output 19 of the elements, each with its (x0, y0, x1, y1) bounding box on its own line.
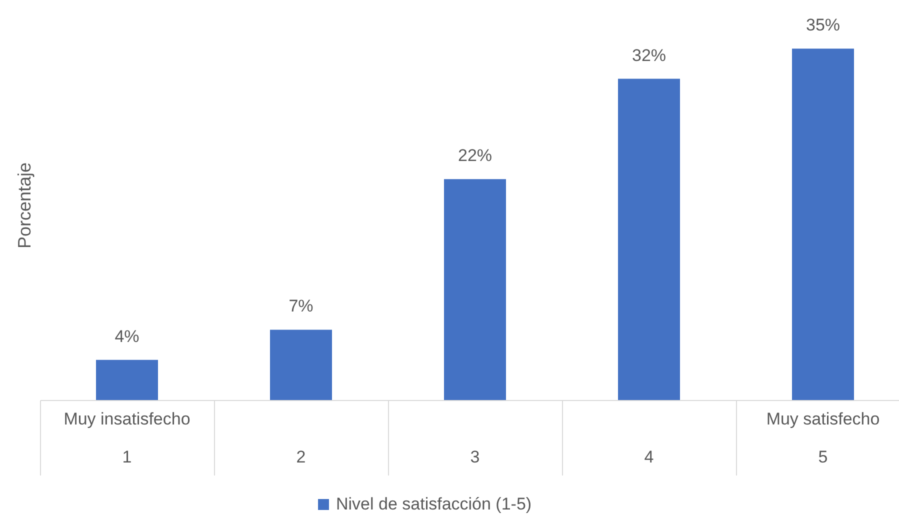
bar (792, 48, 854, 400)
text: Muy insatisfecho (64, 410, 190, 428)
data-label: 4% (114, 326, 140, 346)
bar (618, 78, 680, 400)
x-tick-label: 1 (122, 448, 132, 466)
data-label: 32% (632, 46, 666, 65)
bar (96, 360, 158, 400)
x-tick-label: 4 (644, 448, 654, 466)
y-axis-title: Porcentaje (14, 162, 34, 249)
x-tick-label: 5 (818, 448, 828, 466)
data-label: 7% (288, 296, 314, 316)
text: Muy satisfecho (766, 410, 880, 428)
data-label: 22% (458, 146, 492, 166)
data-label: 35% (806, 16, 840, 35)
bar (444, 179, 506, 400)
x-tick-label: 2 (296, 448, 306, 466)
bar (270, 330, 332, 400)
x-tick-label: 3 (470, 448, 480, 466)
legend-label: Nivel de satisfacción (1-5) (336, 494, 532, 514)
